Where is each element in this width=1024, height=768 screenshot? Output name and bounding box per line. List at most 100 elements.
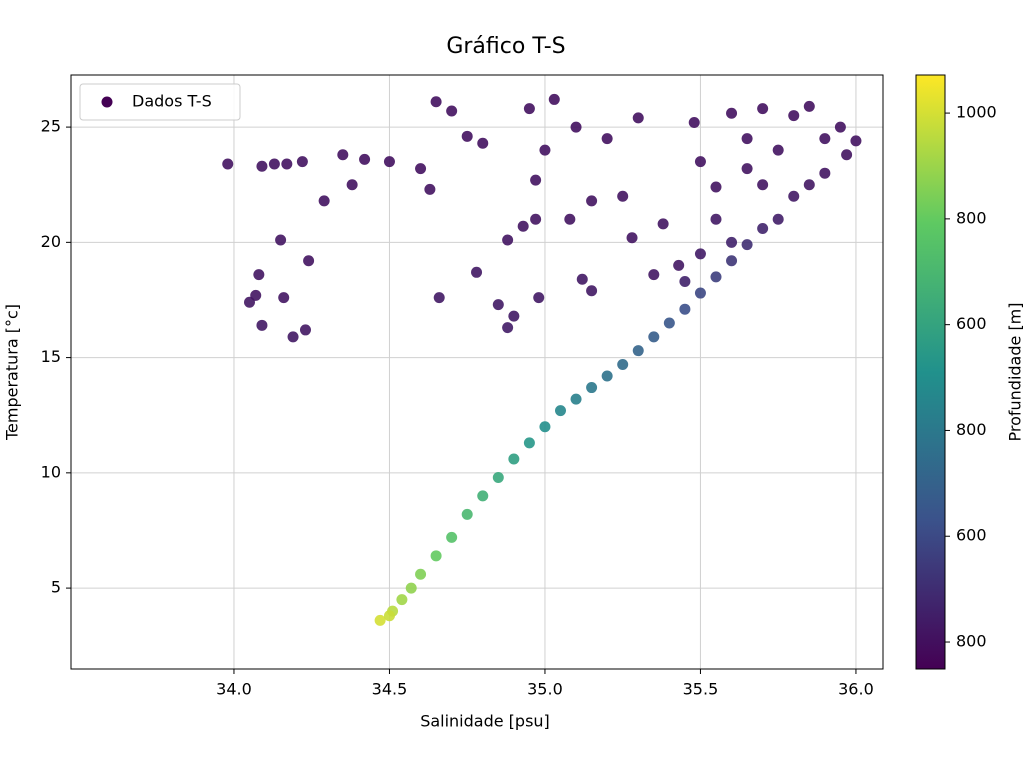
scatter-point — [359, 153, 371, 165]
scatter-point — [648, 269, 660, 281]
scatter-point — [632, 345, 644, 357]
scatter-point — [819, 133, 831, 145]
colorbar — [915, 74, 946, 670]
scatter-point — [415, 568, 427, 580]
scatter-point — [757, 103, 769, 115]
scatter-point — [318, 195, 330, 207]
scatter-point — [533, 292, 545, 304]
scatter-point — [374, 614, 386, 626]
scatter-point — [430, 96, 442, 108]
scatter-point — [461, 130, 473, 142]
scatter-point — [523, 103, 535, 115]
scatter-point — [710, 213, 722, 225]
scatter-point — [586, 382, 598, 394]
scatter-point — [726, 236, 738, 248]
scatter-point — [586, 285, 598, 297]
scatter-point — [415, 163, 427, 175]
scatter-point — [281, 158, 293, 170]
scatter-point — [586, 195, 598, 207]
x-tick-label: 34.5 — [372, 680, 408, 699]
scatter-point — [303, 255, 315, 267]
scatter-point — [502, 234, 514, 246]
scatter-point — [523, 437, 535, 449]
y-tick-label: 5 — [51, 578, 61, 597]
x-axis-label: Salinidade [psu] — [420, 712, 550, 731]
scatter-point — [256, 319, 268, 331]
legend-label: Dados T-S — [132, 92, 212, 111]
scatter-point — [492, 471, 504, 483]
scatter-point — [757, 179, 769, 191]
scatter-point — [299, 324, 311, 336]
colorbar-tick-label: 600 — [956, 314, 987, 333]
scatter-point — [461, 508, 473, 520]
scatter-point — [757, 223, 769, 235]
scatter-point — [517, 220, 529, 232]
colorbar-tick-label: 800 — [956, 420, 987, 439]
scatter-point — [741, 239, 753, 251]
scatter-point — [539, 421, 551, 433]
colorbar-tick-label: 600 — [956, 526, 987, 545]
colorbar-tick-label: 800 — [956, 208, 987, 227]
scatter-point — [694, 156, 706, 168]
x-tick-label: 35.5 — [683, 680, 719, 699]
chart-title: Gráfico T-S — [446, 34, 565, 59]
scatter-point — [679, 303, 691, 315]
scatter-point — [502, 322, 514, 334]
scatter-point — [446, 531, 458, 543]
scatter-point — [471, 266, 483, 278]
scatter-point — [492, 299, 504, 311]
scatter-point — [337, 149, 349, 161]
scatter-point — [688, 116, 700, 128]
scatter-point — [477, 137, 489, 149]
scatter-point — [788, 190, 800, 202]
scatter-point — [268, 158, 280, 170]
scatter-point — [850, 135, 862, 147]
scatter-point — [710, 181, 722, 193]
scatter-point — [576, 273, 588, 285]
y-tick-label: 15 — [41, 347, 61, 366]
scatter-point — [570, 393, 582, 405]
scatter-point — [710, 271, 722, 283]
colorbar-tick-label: 1000 — [956, 103, 997, 122]
y-tick-label: 20 — [41, 232, 61, 251]
scatter-point — [250, 289, 262, 301]
scatter-point — [663, 317, 675, 329]
scatter-point — [539, 144, 551, 156]
scatter-point — [741, 163, 753, 175]
plot-frame — [70, 74, 884, 670]
scatter-point — [424, 183, 436, 195]
scatter-point — [530, 213, 542, 225]
scatter-point — [253, 269, 265, 281]
colorbar-label: Profundidade [m] — [1006, 302, 1024, 441]
scatter-point — [626, 232, 638, 244]
scatter-point — [548, 93, 560, 105]
scatter-point — [564, 213, 576, 225]
scatter-point — [617, 359, 629, 371]
y-tick-label: 10 — [41, 462, 61, 481]
scatter-point — [346, 179, 358, 191]
x-tick-label: 35.0 — [527, 680, 563, 699]
scatter-point — [570, 121, 582, 133]
scatter-point — [834, 121, 846, 133]
scatter-point — [405, 582, 417, 594]
scatter-point — [430, 550, 442, 562]
scatter-point — [477, 490, 489, 502]
scatter-point — [601, 370, 613, 382]
scatter-point — [819, 167, 831, 179]
scatter-point — [433, 292, 445, 304]
legend-marker — [101, 96, 113, 108]
scatter-point — [657, 218, 669, 230]
scatter-point — [673, 259, 685, 271]
scatter-point — [278, 292, 290, 304]
legend-box — [79, 83, 241, 121]
scatter-point — [741, 133, 753, 145]
scatter-point — [555, 405, 567, 417]
scatter-point — [383, 156, 395, 168]
x-tick-label: 36.0 — [838, 680, 874, 699]
scatter-point — [256, 160, 268, 172]
y-axis-label: Temperatura [°c] — [3, 304, 22, 441]
y-tick-label: 25 — [41, 117, 61, 136]
scatter-point — [648, 331, 660, 343]
scatter-point — [679, 276, 691, 288]
